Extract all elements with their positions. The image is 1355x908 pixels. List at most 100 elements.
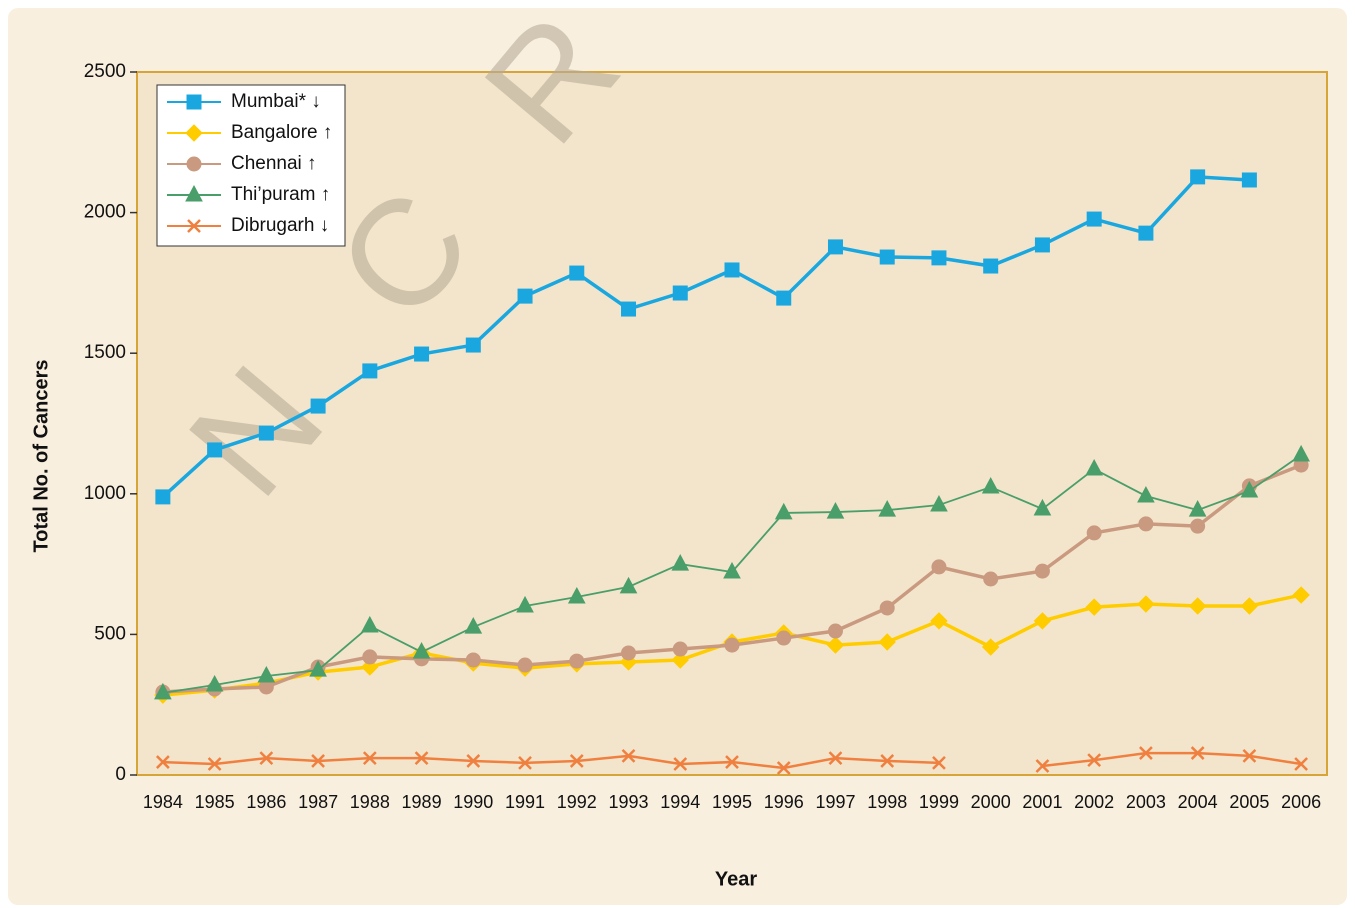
data-point [361, 658, 379, 676]
y-tick-label: 2000 [84, 202, 126, 223]
data-point [776, 290, 792, 306]
legend-marker [187, 219, 201, 233]
x-tick-label: 1991 [505, 792, 545, 812]
data-point [464, 617, 483, 634]
data-point [1240, 597, 1259, 615]
x-tick-label: 2001 [1022, 792, 1062, 812]
x-tick-label: 1997 [815, 792, 855, 812]
data-point [1138, 516, 1154, 532]
x-tick-label: 1999 [919, 792, 959, 812]
data-point [725, 755, 739, 769]
data-point [1190, 169, 1206, 185]
x-tick-label: 1986 [246, 792, 286, 812]
data-point [569, 653, 585, 669]
x-tick-label: 1987 [298, 792, 338, 812]
data-point [1033, 612, 1052, 630]
data-point [310, 398, 326, 414]
data-point [983, 258, 999, 274]
data-point [1188, 597, 1207, 615]
data-point [569, 265, 585, 281]
legend-label: Chennai ↑ [231, 153, 317, 174]
data-point [878, 500, 897, 517]
data-point [1137, 595, 1155, 613]
x-tick-label: 1993 [608, 792, 648, 812]
x-tick-label: 1996 [764, 792, 804, 812]
y-tick-label: 500 [94, 623, 126, 644]
data-point [465, 652, 481, 668]
data-point [672, 641, 688, 657]
data-point [930, 612, 948, 630]
data-point [1086, 525, 1102, 541]
data-point [259, 751, 274, 766]
data-point [1292, 444, 1310, 462]
data-point [724, 637, 740, 653]
data-point [1034, 237, 1050, 253]
data-point [154, 682, 172, 700]
data-point [517, 657, 533, 673]
data-point [1085, 598, 1103, 616]
data-point [362, 649, 378, 665]
data-point [309, 660, 327, 677]
x-axis-title: Year [715, 868, 757, 890]
y-axis-title: Total No. of Cancers [30, 360, 52, 553]
data-point [257, 665, 276, 683]
data-point [981, 476, 1000, 494]
data-point [1137, 485, 1155, 503]
data-point [1240, 480, 1259, 498]
data-point [1085, 458, 1104, 476]
x-tick-label: 1990 [453, 792, 493, 812]
data-point [1086, 211, 1102, 227]
x-tick-label: 1988 [350, 792, 390, 812]
y-tick-label: 0 [115, 764, 126, 785]
data-point [518, 756, 532, 770]
data-point [724, 262, 740, 278]
data-point [826, 502, 845, 519]
x-tick-label: 1998 [867, 792, 907, 812]
data-point [465, 337, 481, 353]
data-point [1188, 500, 1207, 517]
legend-label: Bangalore ↑ [231, 122, 332, 143]
legend-label: Mumbai* ↓ [231, 91, 321, 112]
data-point [517, 288, 533, 304]
data-point [619, 576, 638, 594]
data-point [412, 642, 431, 659]
data-point [1139, 746, 1153, 760]
data-point [723, 561, 741, 579]
x-tick-label: 2002 [1074, 792, 1114, 812]
x-tick-label: 2005 [1229, 792, 1269, 812]
data-point [776, 630, 792, 646]
data-point [879, 249, 895, 265]
x-tick-label: 1994 [660, 792, 700, 812]
data-point [673, 757, 688, 771]
data-point [621, 301, 637, 317]
data-point [981, 638, 1000, 656]
data-point [1242, 748, 1257, 763]
data-point [621, 645, 637, 661]
data-point [932, 756, 946, 770]
data-point [1034, 563, 1050, 579]
legend-marker [185, 124, 203, 142]
data-point [466, 754, 481, 768]
x-tick-label: 2004 [1178, 792, 1218, 812]
x-tick-label: 1989 [402, 792, 442, 812]
data-point [880, 754, 895, 768]
legend-label: Dibrugarh ↓ [231, 215, 329, 236]
data-point [931, 559, 947, 575]
data-point [983, 571, 999, 587]
data-point [1035, 759, 1050, 773]
data-point [414, 346, 430, 362]
data-point [362, 751, 377, 766]
data-point [1033, 498, 1052, 516]
data-point [827, 239, 843, 255]
data-point [776, 761, 791, 775]
data-point [311, 754, 325, 768]
data-point [827, 623, 843, 639]
data-point [155, 489, 171, 505]
data-point [671, 554, 690, 571]
data-point [621, 748, 636, 763]
data-point [671, 651, 689, 669]
series-line [162, 751, 1302, 770]
x-tick-label: 1995 [712, 792, 752, 812]
x-tick-label: 2006 [1281, 792, 1321, 812]
y-tick-label: 1000 [84, 483, 126, 504]
